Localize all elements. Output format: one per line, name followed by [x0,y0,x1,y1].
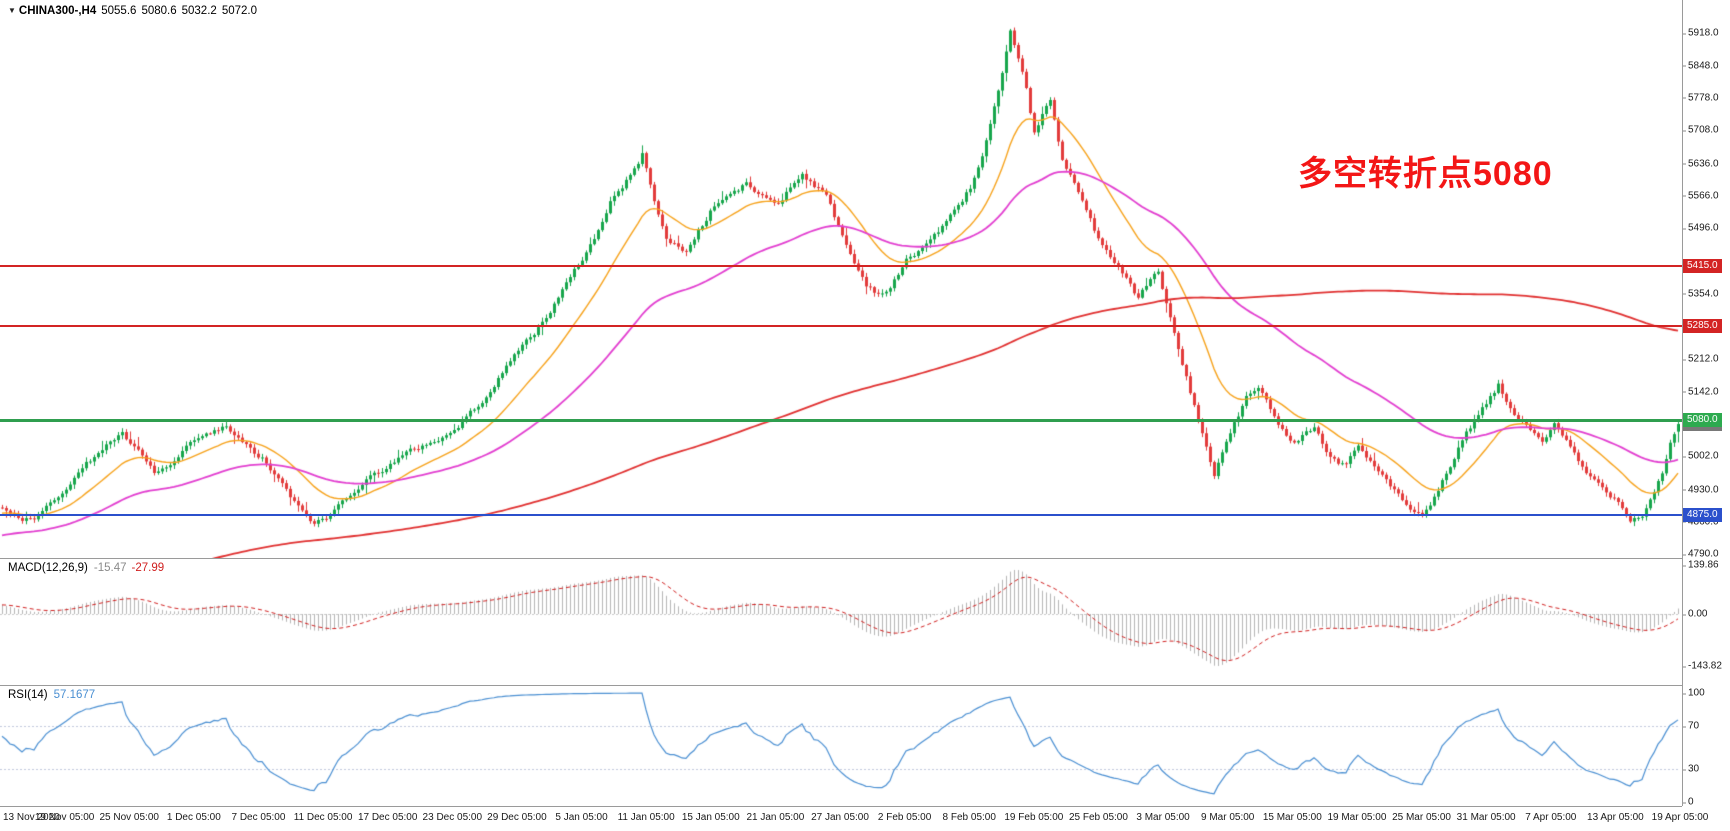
price-tick: 5354.0 [1682,288,1719,300]
time-label: 17 Dec 05:00 [357,812,418,823]
time-label: 21 Jan 05:00 [746,812,805,823]
time-label: 11 Jan 05:00 [617,812,675,823]
time-label: 19 Feb 05:00 [1004,812,1064,823]
price-tick: 4930.0 [1682,484,1719,496]
time-label: 19 Apr 05:00 [1651,812,1709,823]
time-label: 19 Mar 05:00 [1327,812,1387,823]
time-label: 25 Mar 05:00 [1392,812,1451,823]
macd-signal-value: -27.99 [131,562,165,574]
time-label: 13 Apr 05:00 [1587,812,1644,823]
symbol-marker-icon: ▼ [8,6,16,15]
price-tick: 5848.0 [1682,60,1719,72]
time-label: 11 Dec 05:00 [293,812,353,823]
time-label: 27 Jan 05:00 [811,812,869,823]
price-tick: 5918.0 [1682,27,1719,39]
time-label: 7 Apr 05:00 [1525,812,1577,823]
panel-separator[interactable] [0,685,1682,686]
time-label: 3 Mar 05:00 [1136,812,1190,823]
price-badge-4875.0: 4875.0 [1683,508,1722,523]
price-badge-5080.0: 5080.0 [1683,413,1722,428]
time-label: 2 Feb 05:00 [877,812,932,823]
price-tick: 5636.0 [1682,158,1719,170]
panel-separator[interactable] [0,558,1682,559]
price-badge-5415.0: 5415.0 [1683,258,1722,273]
time-label: 29 Dec 05:00 [487,812,547,823]
macd-axis-label: 139.86 [1682,559,1719,571]
macd-main-value: -15.47 [93,562,127,574]
rsi-indicator-label: RSI(14) 57.1677 [8,689,95,701]
time-axis-separator [0,806,1682,807]
rsi-panel-canvas[interactable] [0,686,1680,806]
symbol-name: CHINA300-,H4 [18,5,97,17]
open-value: 5055.6 [101,5,137,17]
price-tick: 5002.0 [1682,450,1719,462]
high-value: 5080.6 [141,5,177,17]
time-label: 31 Mar 05:00 [1456,812,1516,823]
time-label: 23 Dec 05:00 [422,812,483,823]
close-value: 5072.0 [221,5,257,17]
chart-ohlc-header: ▼ CHINA300-,H4 5055.6 5080.6 5032.2 5072.0 [8,5,257,17]
macd-axis-label: -143.82 [1682,660,1722,672]
time-label: 9 Mar 05:00 [1201,812,1255,823]
price-tick: 5778.0 [1682,92,1719,104]
macd-panel-canvas[interactable] [0,559,1680,685]
price-tick: 4860.0 [1682,516,1719,528]
scale-separator [1682,0,1683,806]
macd-name: MACD(12,26,9) [8,562,88,574]
price-tick: 5212.0 [1682,353,1719,365]
price-tick: 4790.0 [1682,548,1719,560]
low-value: 5032.2 [181,5,217,17]
time-label: 13 Nov 2020 [3,812,60,823]
rsi-axis-label: 0 [1682,796,1694,808]
price-chart-canvas[interactable] [0,0,1680,558]
time-label: 25 Feb 05:00 [1068,812,1128,823]
price-tick: 5708.0 [1682,124,1719,136]
rsi-axis-label: 70 [1681,720,1700,732]
chart-text-annotation[interactable]: 多空转折点5080 [1298,155,1553,193]
price-tick: 5142.0 [1682,386,1719,398]
macd-indicator-label: MACD(12,26,9) -15.47 -27.99 [8,562,164,574]
time-label: 8 Feb 05:00 [942,812,996,823]
rsi-name: RSI(14) [8,689,48,701]
time-label: 15 Mar 05:00 [1262,812,1322,823]
time-label: 15 Jan 05:00 [681,812,740,823]
time-label: 19 Nov 05:00 [34,812,95,823]
price-tick: 5496.0 [1682,222,1719,234]
time-label: 5 Jan 05:00 [555,812,608,823]
rsi-value: 57.1677 [53,689,96,701]
time-label: 1 Dec 05:00 [166,812,221,823]
price-tick: 5566.0 [1682,190,1719,202]
price-badge-5072.0: 5072.0 [1683,417,1722,432]
time-label: 7 Dec 05:00 [231,812,286,823]
rsi-axis-label: 100 [1682,687,1705,699]
time-label: 25 Nov 05:00 [99,812,159,823]
rsi-axis-label: 30 [1681,763,1700,775]
macd-axis-label: 0.00 [1681,608,1708,620]
price-badge-5285.0: 5285.0 [1683,318,1722,333]
